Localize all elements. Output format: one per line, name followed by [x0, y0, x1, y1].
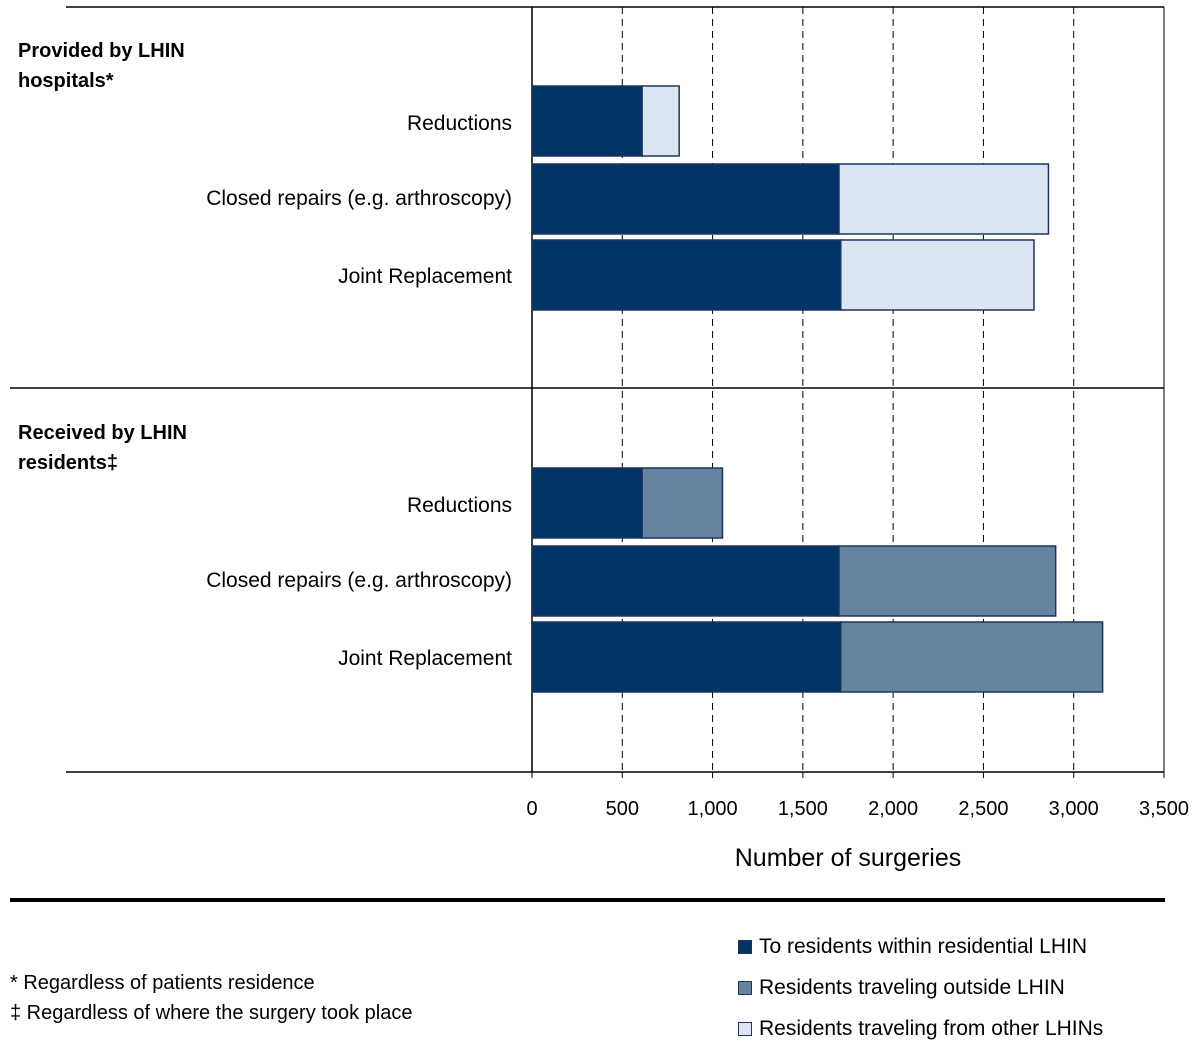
- x-tick-label: 3,000: [1049, 798, 1099, 820]
- footnote-asterisk: * Regardless of patients residence: [10, 972, 315, 994]
- group-title: hospitals*: [18, 70, 114, 92]
- bar-segment: [838, 163, 1050, 235]
- category-label: Reductions: [407, 494, 512, 517]
- category-label: Joint Replacement: [338, 647, 512, 670]
- x-tick-label: 0: [526, 798, 537, 820]
- legend-item-within: To residents within residential LHIN: [738, 926, 1103, 967]
- x-tick-label: 500: [606, 798, 639, 820]
- group-title: Received by LHIN: [18, 422, 187, 444]
- footnote-dagger: ‡ Regardless of where the surgery took p…: [10, 1002, 413, 1024]
- bar-segment: [531, 85, 643, 157]
- category-label: Joint Replacement: [338, 265, 512, 288]
- footnotes: * Regardless of patients residence ‡ Reg…: [10, 968, 412, 1028]
- x-tick-label: 1,500: [778, 798, 828, 820]
- category-label: Closed repairs (e.g. arthroscopy): [206, 569, 512, 592]
- x-tick-label: 1,000: [688, 798, 738, 820]
- legend: To residents within residential LHIN Res…: [738, 926, 1103, 1049]
- x-axis-title: Number of surgeries: [735, 844, 961, 872]
- legend-item-from-other: Residents traveling from other LHINs: [738, 1008, 1103, 1049]
- x-tick-label: 2,500: [958, 798, 1008, 820]
- legend-swatch-within: [738, 939, 752, 954]
- legend-label-within: To residents within residential LHIN: [759, 934, 1087, 958]
- bar-segment: [838, 545, 1057, 617]
- legend-item-outside: Residents traveling outside LHIN: [738, 967, 1103, 1008]
- bar-segment: [641, 467, 724, 539]
- bar-segment: [531, 163, 840, 235]
- bar-segment: [641, 85, 680, 157]
- legend-swatch-from-other: [738, 1021, 752, 1036]
- legend-swatch-outside: [738, 980, 752, 995]
- bar-segment: [531, 467, 643, 539]
- bar-segment: [531, 621, 842, 693]
- legend-label-outside: Residents traveling outside LHIN: [759, 975, 1065, 999]
- bar-segment: [840, 239, 1035, 311]
- bar-segment: [531, 545, 840, 617]
- category-label: Reductions: [407, 112, 512, 135]
- legend-label-from-other: Residents traveling from other LHINs: [759, 1016, 1104, 1040]
- bottom-rule: [10, 898, 1165, 902]
- bar-segment: [840, 621, 1104, 693]
- category-label: Closed repairs (e.g. arthroscopy): [206, 187, 512, 210]
- x-tick-label: 2,000: [868, 798, 918, 820]
- x-tick-label: 3,500: [1139, 798, 1189, 820]
- group-title: Provided by LHIN: [18, 40, 185, 62]
- group-title: residents‡: [18, 452, 118, 474]
- bar-segment: [531, 239, 842, 311]
